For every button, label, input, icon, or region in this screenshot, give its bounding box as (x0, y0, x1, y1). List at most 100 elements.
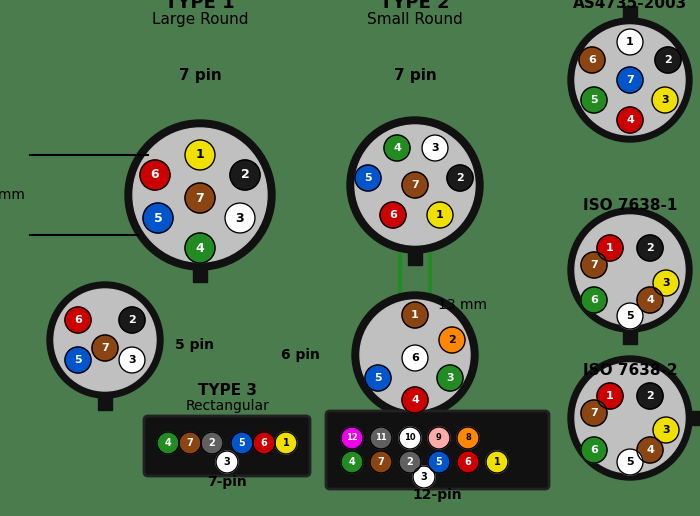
Text: 5: 5 (590, 95, 598, 105)
Circle shape (652, 87, 678, 113)
Text: 1: 1 (626, 37, 634, 47)
Circle shape (637, 287, 663, 313)
Text: 9: 9 (436, 433, 442, 443)
Text: 7 pin: 7 pin (178, 68, 221, 83)
Text: 5: 5 (74, 355, 82, 365)
Text: 4: 4 (349, 457, 356, 467)
Text: 13 mm: 13 mm (438, 298, 487, 312)
Circle shape (380, 202, 406, 228)
Text: 6 pin: 6 pin (281, 348, 320, 362)
Circle shape (119, 347, 145, 373)
Text: 6: 6 (411, 353, 419, 363)
Circle shape (384, 135, 410, 161)
Text: 2: 2 (241, 169, 249, 182)
Text: 6: 6 (74, 315, 82, 325)
Text: 6: 6 (260, 438, 267, 448)
Circle shape (179, 432, 201, 454)
Circle shape (568, 356, 692, 480)
Text: 3: 3 (421, 472, 428, 482)
Circle shape (402, 387, 428, 413)
Text: 3: 3 (431, 143, 439, 153)
Circle shape (253, 432, 275, 454)
Circle shape (581, 252, 607, 278)
FancyBboxPatch shape (144, 416, 310, 476)
Text: 4: 4 (393, 143, 401, 153)
Text: 5: 5 (374, 373, 382, 383)
Circle shape (157, 432, 179, 454)
Circle shape (140, 160, 170, 190)
Circle shape (399, 451, 421, 473)
Text: 3: 3 (236, 212, 244, 224)
FancyBboxPatch shape (326, 411, 549, 489)
Circle shape (402, 172, 428, 198)
Bar (690, 411, 700, 425)
Circle shape (637, 437, 663, 463)
Circle shape (597, 235, 623, 261)
Circle shape (47, 282, 163, 398)
Text: Large Round: Large Round (152, 12, 248, 27)
Circle shape (427, 202, 453, 228)
Circle shape (439, 327, 465, 353)
Circle shape (365, 365, 391, 391)
Text: 12-pin: 12-pin (413, 488, 462, 502)
Circle shape (231, 432, 253, 454)
Circle shape (360, 300, 470, 410)
Circle shape (370, 451, 392, 473)
Text: 7: 7 (101, 343, 109, 353)
Text: 1: 1 (606, 391, 614, 401)
Circle shape (341, 451, 363, 473)
Circle shape (402, 345, 428, 371)
Circle shape (653, 417, 679, 443)
Text: 7: 7 (590, 408, 598, 418)
Circle shape (422, 135, 448, 161)
Text: TYPE 2: TYPE 2 (380, 0, 450, 12)
Bar (408, 416, 422, 430)
Circle shape (347, 117, 483, 253)
Circle shape (54, 289, 156, 391)
Text: 2: 2 (448, 335, 456, 345)
Text: 7: 7 (590, 260, 598, 270)
Text: 10: 10 (404, 433, 416, 443)
Text: 11: 11 (375, 433, 387, 443)
Text: 4: 4 (626, 115, 634, 125)
Text: 1: 1 (283, 438, 289, 448)
Text: 7: 7 (377, 457, 384, 467)
Text: 4: 4 (646, 295, 654, 305)
Circle shape (65, 307, 91, 333)
Text: 2: 2 (664, 55, 672, 65)
Text: TYPE 1: TYPE 1 (165, 0, 234, 12)
Circle shape (341, 427, 363, 449)
Text: 2: 2 (646, 243, 654, 253)
Circle shape (617, 303, 643, 329)
Circle shape (355, 125, 475, 245)
Circle shape (617, 67, 643, 93)
Text: 3: 3 (662, 95, 668, 105)
Text: 4: 4 (646, 445, 654, 455)
Text: 5: 5 (626, 457, 634, 467)
Circle shape (119, 307, 145, 333)
Circle shape (402, 302, 428, 328)
Circle shape (568, 208, 692, 332)
Text: 2: 2 (456, 173, 464, 183)
Text: 2: 2 (646, 391, 654, 401)
Circle shape (581, 400, 607, 426)
Text: TYPE 3: TYPE 3 (199, 383, 258, 398)
Text: 7: 7 (626, 75, 634, 85)
Circle shape (185, 183, 215, 213)
Text: ISO 7638-2: ISO 7638-2 (582, 363, 678, 378)
Circle shape (437, 365, 463, 391)
Text: 6: 6 (465, 457, 471, 467)
Text: 20 mm: 20 mm (0, 188, 25, 202)
Circle shape (486, 451, 508, 473)
Text: 1: 1 (411, 310, 419, 320)
Circle shape (617, 29, 643, 55)
Text: 1: 1 (494, 457, 500, 467)
Text: 6: 6 (389, 210, 397, 220)
Text: 5: 5 (153, 212, 162, 224)
Circle shape (655, 47, 681, 73)
Text: 1: 1 (436, 210, 444, 220)
Circle shape (185, 233, 215, 263)
Text: 6: 6 (150, 169, 160, 182)
Circle shape (185, 140, 215, 170)
Circle shape (581, 87, 607, 113)
